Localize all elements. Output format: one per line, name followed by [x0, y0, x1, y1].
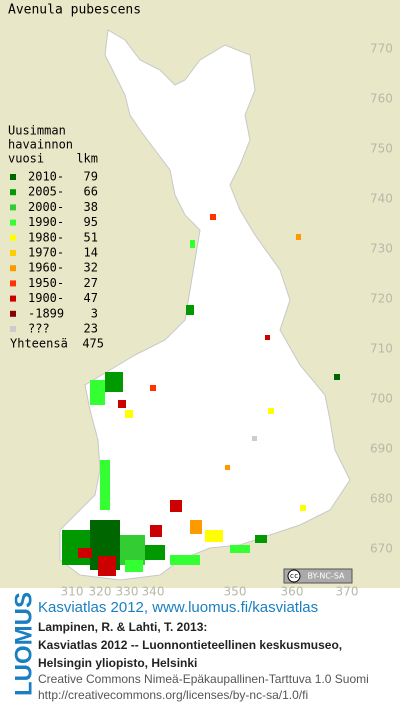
easting-label: 320	[89, 585, 112, 599]
legend-label: ???	[28, 322, 50, 336]
legend-count: 51	[84, 230, 98, 244]
easting-labels: 310 320 330 340 350 360 370	[61, 585, 359, 599]
legend-count: 3	[91, 306, 98, 320]
legend-count: 14	[84, 246, 98, 260]
legend-count: 95	[84, 215, 98, 229]
legend-swatch	[10, 250, 16, 256]
northing-label: 740	[370, 192, 393, 206]
license-line: http://creativecommons.org/licenses/by-n…	[38, 688, 308, 702]
legend-label: 1950-	[28, 276, 64, 290]
northing-labels: 770 760 750 740 730 720 710 700 690 680 670	[370, 42, 393, 556]
legend-total: 475	[82, 337, 104, 351]
legend-label: 1900-	[28, 291, 64, 305]
legend-count: 66	[84, 185, 98, 199]
easting-label: 310	[61, 585, 84, 599]
legend-swatch	[10, 174, 16, 180]
legend-swatch	[10, 295, 16, 302]
easting-label: 330	[116, 585, 139, 599]
observation-squares	[62, 214, 340, 576]
legend-count-heading: lkm	[76, 152, 98, 166]
legend-heading: Uusimman	[8, 124, 66, 138]
credit-link[interactable]: Kasviatlas 2012, www.luomus.fi/kasviatla…	[38, 599, 318, 616]
citation-line: Lampinen, R. & Lahti, T. 2013:	[38, 620, 207, 634]
easting-label: 370	[336, 585, 359, 599]
credits: Lampinen, R. & Lahti, T. 2013: Kasviatlas…	[38, 620, 369, 702]
country-outline	[59, 29, 351, 581]
legend-total-label: Yhteensä	[10, 337, 68, 351]
legend-label: 2000-	[28, 200, 64, 214]
legend-swatch	[10, 310, 16, 317]
legend-count: 23	[84, 322, 98, 336]
legend-count: 32	[84, 261, 98, 275]
legend-swatch	[10, 219, 16, 226]
map-title: Avenula pubescens	[8, 3, 141, 18]
northing-label: 750	[370, 142, 393, 156]
legend-count: 27	[84, 276, 98, 290]
northing-label: 690	[370, 442, 393, 456]
legend-swatch	[10, 189, 16, 196]
legend-label: 1960-	[28, 261, 64, 275]
license-badge-text: BY-NC-SA	[307, 572, 345, 581]
legend-label: 1990-	[28, 215, 64, 229]
northing-label: 720	[370, 292, 393, 306]
legend-label: 1970-	[28, 246, 64, 260]
legend-label: 2005-	[28, 185, 64, 199]
northing-label: 700	[370, 392, 393, 406]
legend-label: 2010-	[28, 170, 64, 184]
northing-label: 670	[370, 542, 393, 556]
license-badge: cc BY-NC-SA	[283, 568, 353, 584]
logo: LUOMUS	[10, 592, 37, 696]
legend-swatch	[10, 204, 16, 211]
northing-label: 760	[370, 92, 393, 106]
legend-count: 38	[84, 200, 98, 214]
northing-label: 710	[370, 342, 393, 356]
northing-label: 730	[370, 242, 393, 256]
northing-label: 770	[370, 42, 393, 56]
legend-swatch	[10, 265, 16, 272]
citation-line: Helsingin yliopisto, Helsinki	[38, 656, 197, 670]
northing-label: 680	[370, 492, 393, 506]
legend-label: -1899	[28, 306, 64, 320]
legend-swatch	[10, 326, 16, 332]
legend-heading: vuosi	[8, 152, 44, 166]
legend-swatch	[10, 280, 16, 287]
license-icon: cc	[290, 572, 298, 580]
license-line: Creative Commons Nimeä-Epäkaupallinen-Ta…	[38, 672, 369, 686]
legend-label: 1980-	[28, 230, 64, 244]
legend-count: 47	[84, 291, 98, 305]
easting-label: 340	[142, 585, 165, 599]
legend-count: 79	[84, 170, 98, 184]
legend-swatch	[10, 234, 16, 241]
easting-label: 360	[281, 585, 304, 599]
easting-label: 350	[224, 585, 247, 599]
legend-heading: havainnon	[8, 138, 73, 152]
citation-line: Kasviatlas 2012 -- Luonnontieteellinen k…	[38, 638, 342, 652]
